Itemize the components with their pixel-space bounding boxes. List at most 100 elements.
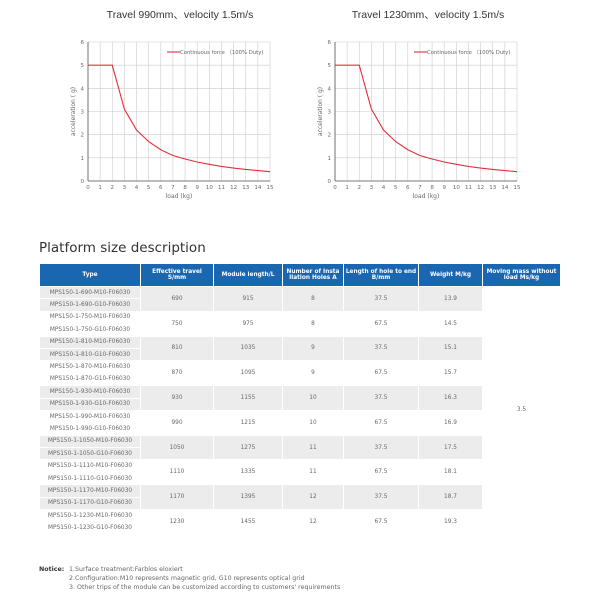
x-tick-label: 6 [406, 185, 410, 191]
table-cell: 37.5 [343, 385, 419, 411]
table-row: MPS150-1-1230-M10-F06030 1230 1455 12 67.5 19… [39, 509, 561, 535]
table-row: MPS150-1-1230-G10-F06030 [39, 521, 561, 535]
table-row: MPS150-1-870-M10-F06030 870 1095 9 67.5 15.7 [39, 360, 561, 387]
x-tick-label: 11 [218, 185, 225, 191]
x-tick-label: 13 [242, 185, 249, 191]
table-cell: MPS150-1-990-G10-F06030 [39, 422, 141, 436]
table-cell: MPS150-1-1110-M10-F06030 [39, 459, 141, 473]
table-cell: 67.5 [343, 459, 419, 486]
table-cell: 15.7 [418, 360, 483, 387]
legend-label: Continuous force （100% Duty) [180, 49, 263, 56]
table-cell: MPS150-1-750-G10-F06030 [39, 323, 141, 337]
table-cell: 1035 [213, 335, 283, 362]
x-tick-label: 8 [430, 185, 434, 191]
x-axis-label: load (kg) [166, 193, 193, 200]
table-cell: 870 [140, 360, 214, 387]
x-tick-label: 15 [267, 185, 274, 191]
table-row: MPS150-1-750-M10-F06030 750 975 8 67.5 14.5 [39, 310, 561, 337]
table-cell: 14.5 [418, 310, 483, 337]
table-cell: MPS150-1-1050-M10-F06030 [39, 434, 141, 449]
notice-line: 2.Configuration:M10 represents magnetic … [69, 574, 305, 582]
y-axis-label: acceleration ( g) [70, 87, 77, 136]
column-header: Length of hole to end B/mm [343, 263, 419, 287]
x-tick-label: 14 [254, 185, 261, 191]
x-tick-label: 8 [183, 185, 187, 191]
table-cell: MPS150-1-990-M10-F06030 [39, 409, 141, 424]
y-tick-label: 6 [81, 40, 85, 46]
y-tick-label: 5 [81, 63, 85, 69]
y-tick-label: 0 [328, 179, 332, 185]
table-cell: 990 [140, 409, 214, 436]
x-tick-label: 3 [123, 185, 127, 191]
table-cell: MPS150-1-810-G10-F06030 [39, 347, 141, 362]
table-cell: 1275 [213, 434, 283, 461]
y-tick-label: 1 [81, 156, 85, 162]
table-cell: 37.5 [343, 335, 419, 362]
y-tick-label: 5 [328, 63, 332, 69]
notice-line: 3. Other trips of the module can be cust… [69, 583, 341, 591]
table-cell: 37.5 [343, 286, 419, 312]
table-cell: 37.5 [343, 434, 419, 461]
table-cell: 16.9 [418, 409, 483, 436]
table-cell: 810 [140, 335, 214, 362]
table-cell: 1155 [213, 385, 283, 411]
table-cell: 67.5 [343, 409, 419, 436]
table-cell: 15.1 [418, 335, 483, 362]
table-cell: MPS150-1-870-G10-F06030 [39, 372, 141, 387]
table-cell: 13.9 [418, 286, 483, 312]
table-row: MPS150-1-810-M10-F06030 810 1035 9 37.5 15.1 [39, 335, 561, 362]
x-tick-label: 1 [345, 185, 349, 191]
table-row: MPS150-1-990-M10-F06030 990 1215 10 67.5 16.9 [39, 409, 561, 436]
table-row: MPS150-1-1170-G10-F06030 [39, 496, 561, 511]
table-cell: 690 [140, 286, 214, 312]
y-tick-label: 3 [328, 110, 332, 116]
x-tick-label: 2 [111, 185, 115, 191]
table-cell: 975 [213, 310, 283, 337]
y-tick-label: 1 [328, 156, 332, 162]
table-cell: 10 [282, 385, 344, 411]
table-cell: 12 [282, 509, 344, 535]
table-cell: 18.7 [418, 484, 483, 511]
table-cell: 11 [282, 459, 344, 486]
table-cell: 750 [140, 310, 214, 337]
x-tick-label: 10 [206, 185, 213, 191]
table-cell: 1050 [140, 434, 214, 461]
column-header: Weight M/kg [418, 263, 483, 287]
x-tick-label: 10 [453, 185, 460, 191]
column-header: Effective travel S/mm [140, 263, 214, 287]
series-line [88, 64, 271, 173]
table-cell: 11 [282, 434, 344, 461]
y-tick-label: 6 [328, 40, 332, 46]
table-row: MPS150-1-810-G10-F06030 [39, 347, 561, 362]
notice-label: Notice: [39, 566, 65, 573]
x-tick-label: 9 [442, 185, 446, 191]
x-axis-label: load (kg) [413, 193, 440, 200]
x-tick-label: 13 [489, 185, 496, 191]
series-line [335, 64, 518, 173]
table-cell: 16.3 [418, 385, 483, 411]
table-cell: MPS150-1-1230-G10-F06030 [39, 521, 141, 535]
table-cell: MPS150-1-1170-M10-F06030 [39, 484, 141, 498]
table-cell: 37.5 [343, 484, 419, 511]
table-cell: 8 [282, 310, 344, 337]
table-cell: MPS150-1-1110-G10-F06030 [39, 471, 141, 486]
table-cell: MPS150-1-750-M10-F06030 [39, 310, 141, 325]
table-cell: 10 [282, 409, 344, 436]
table-cell: 8 [282, 286, 344, 312]
y-tick-label: 2 [81, 133, 85, 139]
x-tick-label: 7 [418, 185, 422, 191]
table-cell: 915 [213, 286, 283, 312]
x-tick-label: 5 [394, 185, 398, 191]
table-row: MPS150-1-1110-M10-F06030 1110 1335 11 67.5 18… [39, 459, 561, 486]
notice: Notice: 1.Surface treatment:Farblos elox… [39, 566, 340, 592]
table-cell: 930 [140, 385, 214, 411]
table-cell: 9 [282, 360, 344, 387]
table-row: MPS150-1-1170-M10-F06030 1170 1395 12 37.5 18… [39, 484, 561, 511]
table-cell: 9 [282, 335, 344, 362]
table-cell: 67.5 [343, 509, 419, 535]
legend-label: Continuous force （100% Duty) [427, 49, 510, 56]
table-cell: 3.5 [482, 286, 561, 535]
x-tick-label: 4 [135, 185, 139, 191]
